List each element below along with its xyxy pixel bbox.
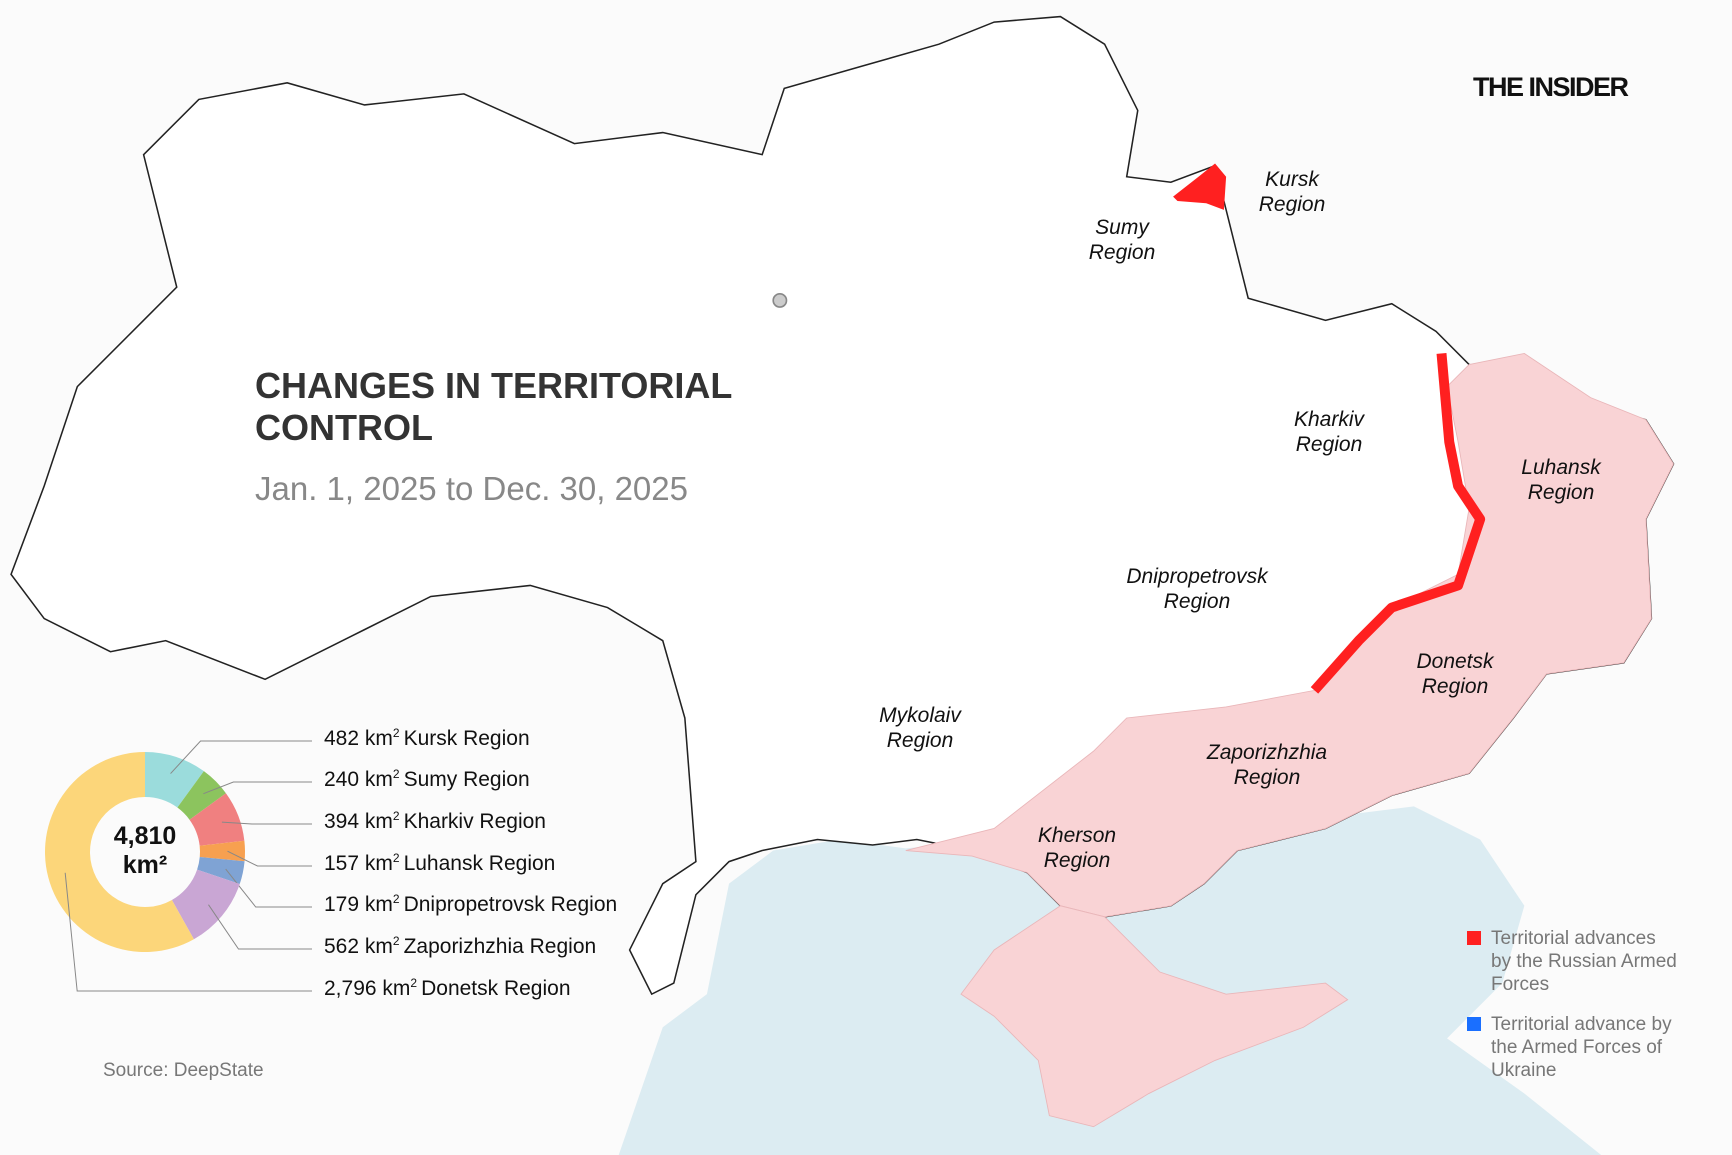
leader-line bbox=[225, 868, 312, 908]
legend-label: Kursk Region bbox=[403, 727, 530, 750]
label-dnipropetrovsk: Dnipropetrovsk Region bbox=[1126, 565, 1268, 613]
legend-label: Dnipropetrovsk Region bbox=[403, 893, 618, 916]
legend-value: 179 bbox=[324, 893, 360, 916]
donut-total: 4,810 km² bbox=[95, 822, 195, 880]
donut-slice bbox=[189, 793, 245, 846]
legend-unit-sup: 2 bbox=[410, 976, 418, 990]
legend-value: 482 bbox=[324, 727, 360, 750]
donut-slice bbox=[171, 869, 240, 940]
donut-slice bbox=[177, 771, 226, 820]
legend-item: 179 km2 Dnipropetrovsk Region bbox=[324, 892, 617, 917]
label-sumy: Sumy Region bbox=[1088, 216, 1156, 264]
brand-logo: THE INSIDER bbox=[1473, 72, 1629, 102]
key-ukraine-advance: Territorial advance by the Armed Forces … bbox=[1467, 1013, 1681, 1082]
legend-unit-sup: 2 bbox=[392, 851, 400, 865]
donut-chart bbox=[44, 740, 312, 992]
russian-advance-front bbox=[1310, 353, 1486, 694]
leader-line bbox=[170, 740, 312, 774]
donut-slice bbox=[44, 752, 194, 953]
donut-total-value: 4,810 bbox=[113, 822, 177, 850]
legend-value: 562 bbox=[324, 935, 360, 958]
legend-unit: km bbox=[364, 935, 393, 958]
donut-slice bbox=[145, 752, 204, 808]
key-label: Territorial advance by the Armed Forces … bbox=[1491, 1014, 1672, 1081]
legend-item: 562 km2 Zaporizhzhia Region bbox=[324, 934, 596, 959]
donut-total-unit: km² bbox=[122, 851, 168, 879]
legend-item: 482 km2 Kursk Region bbox=[324, 726, 530, 751]
label-kharkiv: Kharkiv Region bbox=[1293, 408, 1365, 456]
donut-slice bbox=[199, 840, 245, 862]
legend-label: Kharkiv Region bbox=[403, 810, 546, 833]
legend-unit-sup: 2 bbox=[392, 767, 400, 781]
legend-value: 240 bbox=[324, 768, 360, 791]
legend-value: 157 bbox=[324, 852, 360, 875]
legend-item: 240 km2 Sumy Region bbox=[324, 767, 530, 792]
legend-unit-sup: 2 bbox=[392, 934, 400, 948]
source-note: Source: DeepState bbox=[103, 1060, 264, 1081]
blue-swatch bbox=[1467, 1017, 1481, 1031]
leader-line bbox=[203, 781, 312, 795]
legend-unit: km bbox=[382, 977, 411, 1000]
legend-value: 394 bbox=[324, 810, 360, 833]
legend-value: 2,796 bbox=[324, 977, 377, 1000]
crimea bbox=[960, 905, 1349, 1128]
legend-unit: km bbox=[364, 810, 393, 833]
leader-line bbox=[221, 821, 312, 825]
legend-label: Zaporizhzhia Region bbox=[403, 935, 597, 958]
label-kursk: Kursk Region bbox=[1258, 168, 1326, 216]
legend-item: 394 km2 Kharkiv Region bbox=[324, 809, 546, 834]
legend-unit: km bbox=[364, 852, 393, 875]
legend-unit: km bbox=[364, 768, 393, 791]
legend-label: Donetsk Region bbox=[421, 977, 571, 1000]
legend-unit-sup: 2 bbox=[392, 726, 400, 740]
legend-label: Sumy Region bbox=[403, 768, 530, 791]
legend-item: 157 km2 Luhansk Region bbox=[324, 851, 555, 876]
kyiv-marker bbox=[772, 292, 788, 308]
label-zaporizhzhia: Zaporizhzhia Region bbox=[1206, 741, 1328, 789]
legend-item: 2,796 km2 Donetsk Region bbox=[324, 976, 571, 1001]
page-title: CHANGES IN TERRITORIAL CONTROL bbox=[255, 365, 732, 448]
legend-label: Luhansk Region bbox=[403, 852, 556, 875]
key-label: Territorial advances by the Russian Arme… bbox=[1491, 928, 1677, 995]
red-swatch bbox=[1467, 931, 1481, 945]
legend-unit: km bbox=[364, 727, 393, 750]
label-mykolaiv: Mykolaiv Region bbox=[879, 704, 961, 752]
label-luhansk: Luhansk Region bbox=[1521, 456, 1601, 504]
label-donetsk: Donetsk Region bbox=[1416, 650, 1494, 698]
leader-line bbox=[64, 872, 312, 992]
legend-unit: km bbox=[364, 893, 393, 916]
page-subtitle: Jan. 1, 2025 to Dec. 30, 2025 bbox=[255, 470, 688, 507]
label-kherson: Kherson Region bbox=[1037, 824, 1117, 872]
leader-line bbox=[208, 904, 312, 950]
russian-advance-kursk bbox=[1173, 163, 1227, 210]
key-russian-advance: Territorial advances by the Russian Arme… bbox=[1467, 927, 1681, 996]
legend-unit-sup: 2 bbox=[392, 809, 400, 823]
leader-line bbox=[227, 850, 312, 867]
legend-unit-sup: 2 bbox=[392, 892, 400, 906]
